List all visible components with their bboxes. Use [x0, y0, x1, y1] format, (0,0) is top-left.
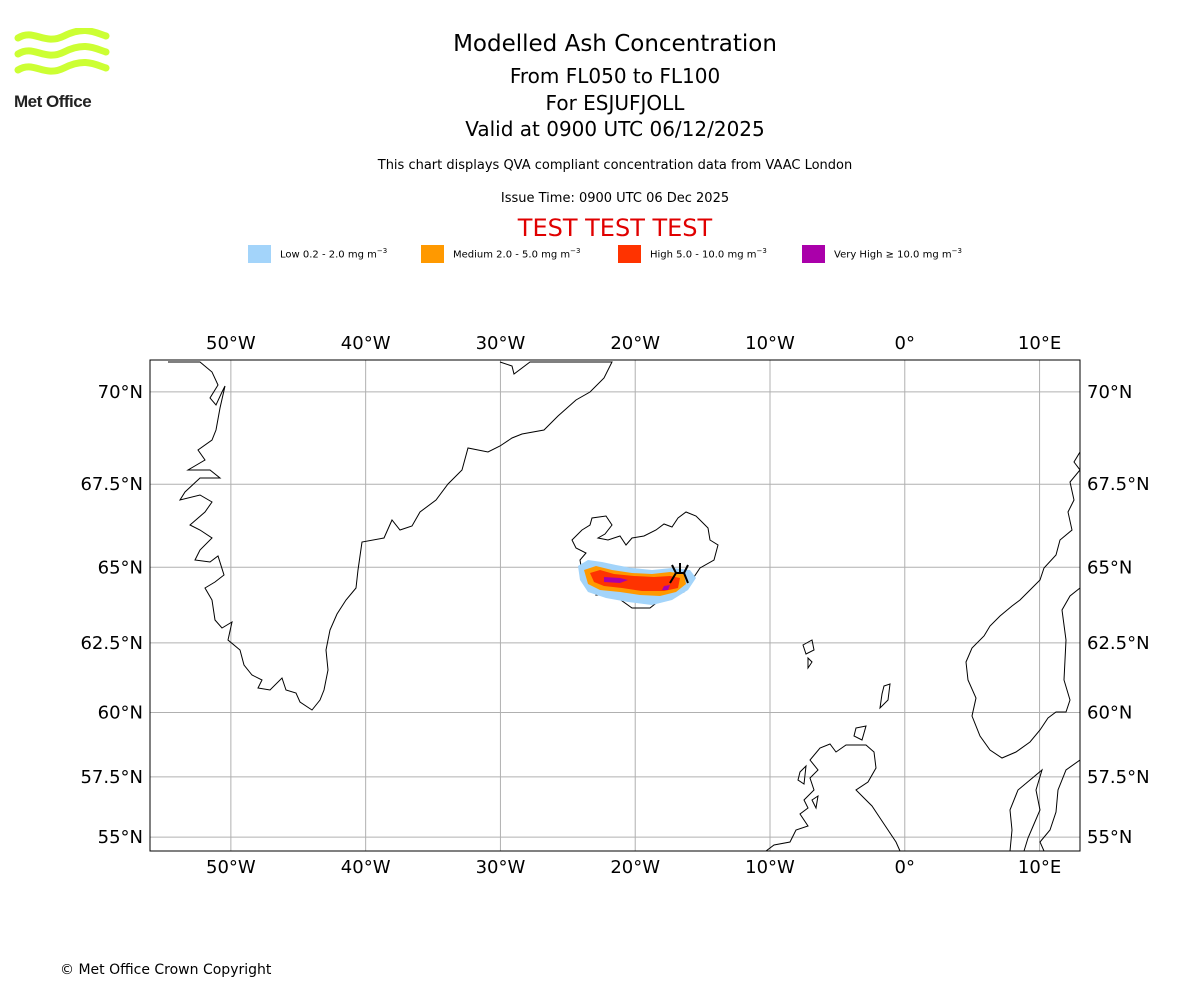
lon-label-top: 0°	[895, 333, 915, 354]
lat-label-right: 60°N	[1087, 702, 1132, 723]
logo-text: Met Office	[14, 92, 92, 111]
legend-item-high: High 5.0 - 10.0 mg m−3	[618, 244, 767, 264]
lon-label-bottom: 10°E	[1018, 857, 1061, 878]
axis-labels: 50°W 50°W 40°W 40°W 30°W 30°W 20°W 20°W 10°W 10°W…	[80, 333, 1149, 878]
map-background	[150, 360, 1080, 851]
coastline-sweden	[1039, 759, 1080, 851]
legend-item-medium: Medium 2.0 - 5.0 mg m−3	[421, 244, 580, 264]
lon-label-top: 40°W	[341, 333, 391, 354]
legend-label-very-high: Very High ≥ 10.0 mg m	[834, 249, 952, 261]
valid-time: Valid at 0900 UTC 06/12/2025	[465, 117, 765, 141]
legend-swatch-low	[248, 245, 271, 263]
lat-label-left: 67.5°N	[80, 474, 143, 495]
lon-label-top: 50°W	[206, 333, 256, 354]
lon-label-top: 20°W	[610, 333, 660, 354]
flight-levels: From FL050 to FL100	[509, 64, 721, 88]
legend-label-low: Low 0.2 - 2.0 mg m	[280, 249, 377, 261]
lat-label-right: 65°N	[1087, 557, 1132, 578]
lon-label-bottom: 10°W	[745, 857, 795, 878]
lat-label-left: 55°N	[98, 827, 143, 848]
legend-swatch-high	[618, 245, 641, 263]
legend-label-high: High 5.0 - 10.0 mg m	[650, 249, 757, 261]
lat-label-left: 70°N	[98, 382, 143, 403]
lat-label-right: 57.5°N	[1087, 767, 1150, 788]
legend-swatch-very-high	[802, 245, 825, 263]
test-banner: TEST TEST TEST	[517, 214, 713, 242]
lon-label-bottom: 50°W	[206, 857, 256, 878]
lat-label-right: 67.5°N	[1087, 474, 1150, 495]
lon-label-bottom: 0°	[895, 857, 915, 878]
volcano-name: For ESJUFJOLL	[545, 91, 685, 115]
lat-label-left: 65°N	[98, 557, 143, 578]
coastline-orkney	[853, 725, 867, 741]
coastline-scotland	[765, 743, 901, 851]
copyright: © Met Office Crown Copyright	[60, 962, 272, 978]
ash-high-region	[590, 570, 680, 591]
map-frame	[149, 359, 1081, 852]
coastline-faroe-islands	[802, 639, 815, 670]
compliance-note: This chart displays QVA compliant concen…	[377, 158, 853, 173]
lon-label-bottom: 40°W	[341, 857, 391, 878]
met-office-logo	[14, 28, 110, 75]
lat-label-right: 70°N	[1087, 382, 1132, 403]
lon-label-bottom: 20°W	[610, 857, 660, 878]
legend-swatch-medium	[421, 245, 444, 263]
legend-item-very-high: Very High ≥ 10.0 mg m−3	[802, 244, 962, 264]
lon-label-bottom: 30°W	[476, 857, 526, 878]
coastline-norway	[965, 451, 1080, 759]
chart-title: Modelled Ash Concentration	[453, 31, 777, 57]
coastlines	[168, 361, 1080, 851]
ash-very-high-region	[604, 577, 670, 590]
coastline-hebrides	[797, 764, 819, 810]
lat-label-left: 57.5°N	[80, 767, 143, 788]
lat-label-right: 55°N	[1087, 827, 1132, 848]
lon-label-top: 10°E	[1018, 333, 1061, 354]
issue-time: Issue Time: 0900 UTC 06 Dec 2025	[500, 191, 730, 206]
lon-label-top: 30°W	[476, 333, 526, 354]
legend-item-low: Low 0.2 - 2.0 mg m−3	[248, 244, 387, 264]
legend: Low 0.2 - 2.0 mg m−3 Medium 2.0 - 5.0 mg…	[0, 244, 1200, 264]
ash-plume	[578, 560, 696, 605]
lat-label-left: 60°N	[98, 702, 143, 723]
lat-label-left: 62.5°N	[80, 633, 143, 654]
coastline-denmark	[1009, 768, 1043, 851]
volcano-marker-icon	[669, 563, 689, 584]
legend-label-medium: Medium 2.0 - 5.0 mg m	[453, 249, 571, 261]
lat-label-right: 62.5°N	[1087, 633, 1150, 654]
coastline-greenland	[168, 361, 613, 711]
coastline-shetland	[879, 683, 891, 710]
lon-label-top: 10°W	[745, 333, 795, 354]
